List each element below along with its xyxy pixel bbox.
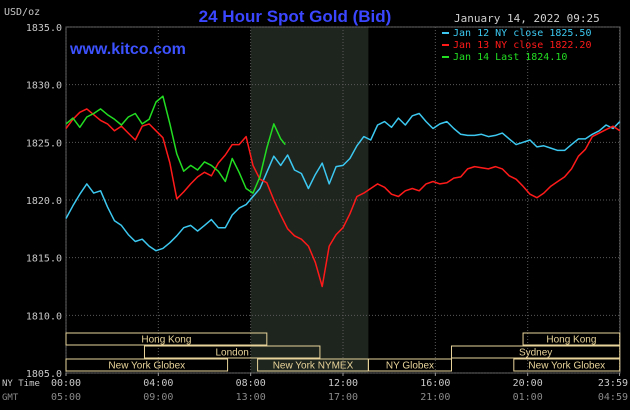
x-tick-label-ny: 12:00: [328, 378, 358, 389]
y-tick-label: 1820.0: [26, 196, 62, 207]
market-bar: [65, 358, 229, 372]
gmt-row-label: GMT: [2, 393, 19, 403]
timestamp: January 14, 2022 09:25: [454, 12, 600, 25]
x-tick-label-gmt: 21:00: [420, 392, 450, 403]
x-axis-ticks: 00:00 05:00 04:00 09:00 08:00 13:00 12:00 17:00…: [51, 373, 628, 403]
market-label: London: [216, 348, 249, 359]
series-line-1: [65, 108, 621, 288]
x-tick-label-gmt: 13:00: [236, 392, 266, 403]
y-axis-unit-label: USD/oz: [4, 7, 40, 18]
series-line-2: [65, 95, 286, 194]
market-label: New York NYMEX: [273, 361, 354, 372]
x-tick-label-gmt: 17:00: [328, 392, 358, 403]
y-tick-label: 1825.0: [26, 138, 62, 149]
legend-entry: Jan 14 Last 1824.10: [453, 52, 567, 63]
market-label: Sydney: [519, 348, 552, 359]
x-tick-label-gmt: 05:00: [51, 392, 81, 403]
x-tick-label-ny: 04:00: [143, 378, 173, 389]
series-lines: [65, 95, 621, 288]
y-axis-ticks: 1835.0 1830.0 1825.0 1820.0 1815.0 1810.0 1805…: [26, 23, 62, 380]
market-bar: [65, 332, 268, 346]
series-line-0: [65, 112, 621, 252]
legend-entry: Jan 13 NY close 1822.20: [453, 40, 591, 51]
y-tick-label: 1830.0: [26, 81, 62, 92]
chart-title: 24 Hour Spot Gold (Bid): [199, 7, 392, 26]
x-tick-label-ny: 20:00: [513, 378, 543, 389]
market-bar: [513, 358, 621, 372]
legend-entry: Jan 12 NY close 1825.50: [453, 28, 591, 39]
y-tick-label: 1815.0: [26, 254, 62, 265]
market-hours-bars: Hong Kong Hong Kong London Sydney New York G…: [65, 332, 621, 372]
market-bar: [450, 345, 621, 359]
y-tick-label: 1810.0: [26, 311, 62, 322]
x-tick-label-ny: 00:00: [51, 378, 81, 389]
x-tick-label-ny: 08:00: [236, 378, 266, 389]
market-bar: [367, 358, 452, 372]
market-label: New York Globex: [528, 361, 605, 372]
y-tick-label: 1835.0: [26, 23, 62, 34]
ny-time-row-label: NY Time: [2, 379, 40, 389]
x-tick-label-gmt: 09:00: [143, 392, 173, 403]
x-tick-label-gmt: 01:00: [513, 392, 543, 403]
market-bar: [522, 332, 621, 346]
market-label: Hong Kong: [141, 335, 191, 346]
watermark: www.kitco.com: [69, 41, 186, 58]
market-label: New York Globex: [108, 361, 185, 372]
market-label: Hong Kong: [546, 335, 596, 346]
x-tick-label-ny: 23:59: [598, 378, 628, 389]
x-tick-label-ny: 16:00: [420, 378, 450, 389]
x-tick-label-gmt: 04:59: [598, 392, 628, 403]
y-tick-label: 1805.0: [26, 369, 62, 380]
market-label: NY Globex: [386, 361, 434, 372]
market-bar: [143, 345, 321, 359]
